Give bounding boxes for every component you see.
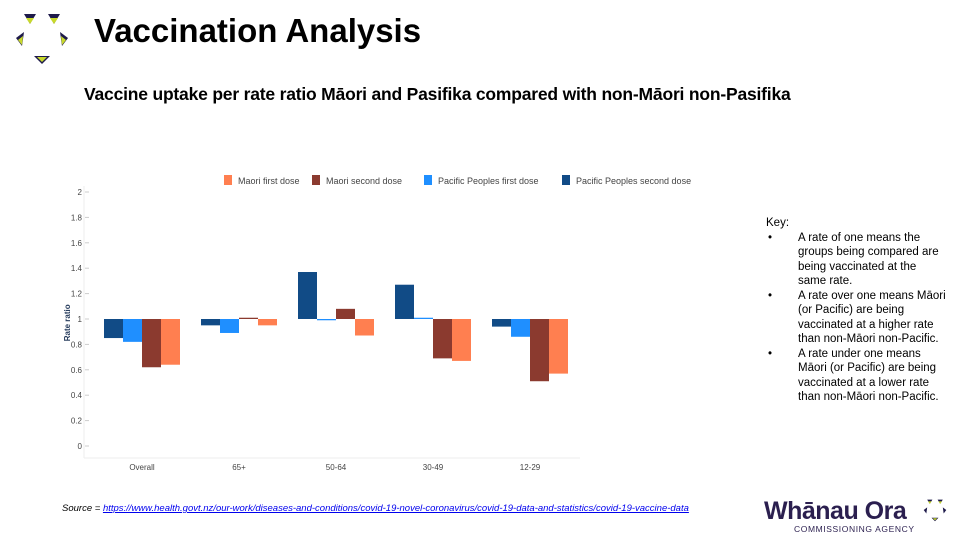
brand-tagline: COMMISSIONING AGENCY — [794, 524, 915, 534]
brand-star-icon — [923, 499, 947, 522]
y-tick-label: 1.6 — [71, 239, 83, 248]
bar-maori-second-dose — [336, 308, 355, 319]
bar-pacific-peoples-first-dose — [123, 319, 142, 342]
key-panel: Key: A rate of one means the groups bein… — [766, 216, 946, 405]
y-tick-label: 2 — [78, 188, 83, 197]
x-tick-label: Overall — [129, 463, 155, 472]
bar-pacific-peoples-second-dose — [201, 319, 220, 326]
y-tick-label: 1 — [78, 315, 83, 324]
bar-pacific-peoples-second-dose — [104, 319, 123, 339]
y-tick-label: 1.4 — [71, 264, 83, 273]
bar-maori-second-dose — [433, 319, 452, 359]
legend-label: Pacific Peoples second dose — [576, 176, 691, 186]
bar-maori-second-dose — [239, 317, 258, 319]
legend-swatch — [562, 175, 570, 185]
legend-swatch — [312, 175, 320, 185]
brand-name: Whānau Ora — [764, 497, 907, 525]
bar-maori-first-dose — [161, 319, 180, 365]
bar-pacific-peoples-second-dose — [492, 319, 511, 327]
bar-maori-first-dose — [355, 319, 374, 336]
bar-maori-first-dose — [549, 319, 568, 374]
bar-maori-first-dose — [258, 319, 277, 326]
x-tick-label: 12-29 — [520, 463, 541, 472]
bar-maori-second-dose — [530, 319, 549, 382]
y-tick-label: 0.8 — [71, 340, 83, 349]
bar-pacific-peoples-first-dose — [511, 319, 530, 337]
star-logo-icon — [16, 14, 68, 64]
key-item: A rate over one means Māori (or Pacific)… — [766, 289, 946, 347]
key-item: A rate of one means the groups being com… — [766, 231, 946, 289]
bar-pacific-peoples-first-dose — [220, 319, 239, 333]
y-tick-label: 1.8 — [71, 213, 83, 222]
page-subtitle: Vaccine uptake per rate ratio Māori and … — [84, 84, 791, 104]
source-link[interactable]: https://www.health.govt.nz/our-work/dise… — [102, 503, 689, 514]
bar-pacific-peoples-first-dose — [317, 319, 336, 321]
legend-label: Pacific Peoples first dose — [438, 176, 539, 186]
bar-pacific-peoples-first-dose — [414, 317, 433, 319]
legend-label: Maori second dose — [326, 176, 402, 186]
page-title: Vaccination Analysis — [94, 12, 422, 49]
y-tick-label: 1.2 — [71, 290, 83, 299]
y-tick-label: 0.4 — [71, 391, 83, 400]
x-tick-label: 65+ — [232, 463, 246, 472]
bar-maori-first-dose — [452, 319, 471, 361]
source-note: Source = https://www.health.govt.nz/our-… — [62, 503, 689, 514]
x-tick-label: 30-49 — [423, 463, 444, 472]
brand-logo: Whānau Ora COMMISSIONING AGENCY — [764, 498, 915, 534]
y-tick-label: 0.6 — [71, 366, 83, 375]
y-axis-title: Rate ratio — [63, 304, 72, 341]
y-tick-label: 0.2 — [71, 417, 83, 426]
legend-swatch — [224, 175, 232, 185]
key-heading: Key: — [766, 217, 790, 229]
bar-maori-second-dose — [142, 319, 161, 368]
source-prefix: Source = — [62, 503, 103, 514]
legend-label: Maori first dose — [238, 176, 300, 186]
legend-swatch — [424, 175, 432, 185]
bar-pacific-peoples-second-dose — [298, 272, 317, 319]
key-item: A rate under one means Māori (or Pacific… — [766, 347, 946, 405]
y-tick-label: 0 — [78, 442, 83, 451]
x-tick-label: 50-64 — [326, 463, 347, 472]
bar-pacific-peoples-second-dose — [395, 284, 414, 319]
